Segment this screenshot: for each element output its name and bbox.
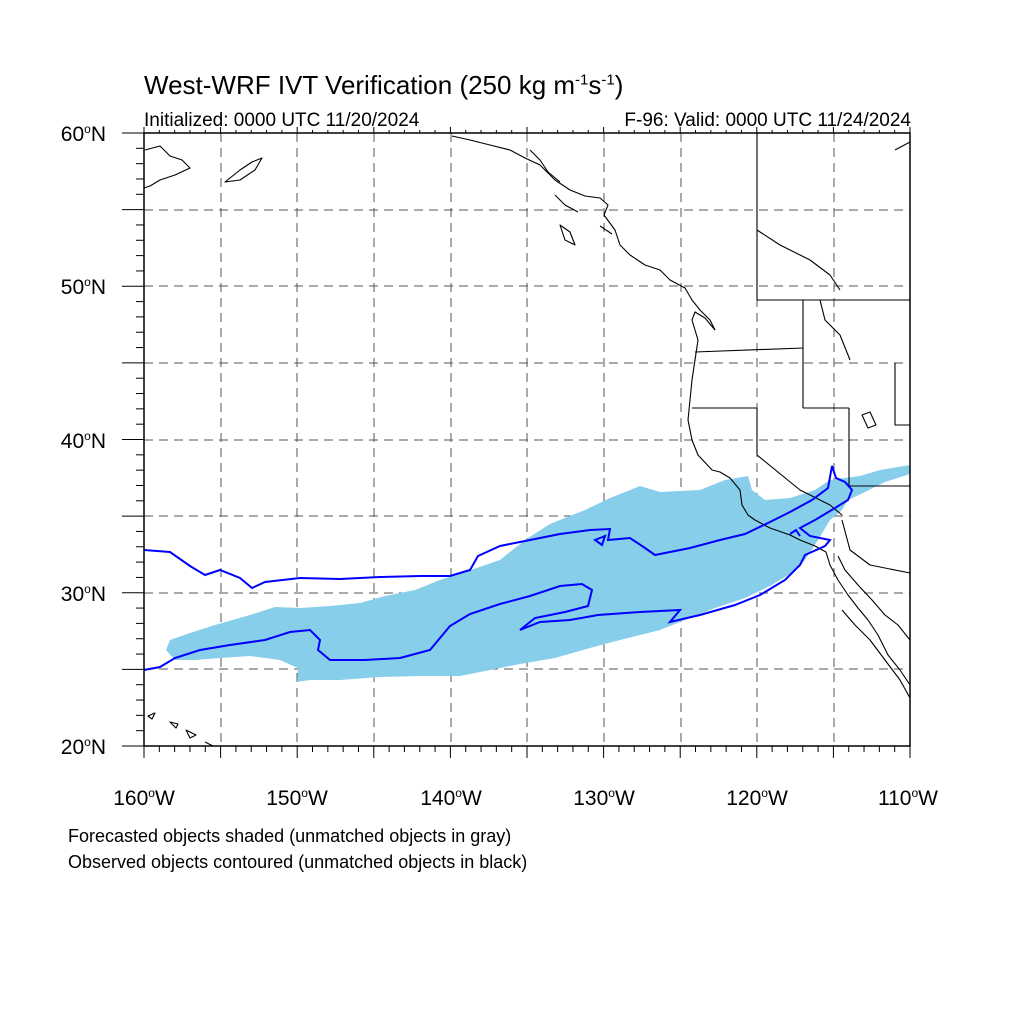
init-time-label: Initialized: 0000 UTC 11/20/2024: [144, 110, 420, 131]
lat-label-30: 30oN: [60, 582, 106, 606]
lon-label-120w: 120oW: [726, 786, 788, 810]
lon-label-140w: 140oW: [420, 786, 482, 810]
legend-note-forecast: Forecasted objects shaded (unmatched obj…: [68, 826, 512, 846]
valid-time-label: F-96: Valid: 0000 UTC 11/24/2024: [624, 110, 911, 131]
observed-object-contour: [143, 465, 854, 671]
lon-label-160w: 160oW: [113, 786, 175, 810]
lat-label-20: 20oN: [60, 735, 106, 759]
lat-label-50: 50oN: [60, 275, 106, 299]
lon-label-110w: 110oW: [878, 786, 938, 810]
lon-label-130w: 130oW: [573, 786, 635, 810]
observed-object-contour-inner: [592, 528, 801, 547]
lat-label-60: 60oN: [60, 122, 106, 146]
lat-label-40: 40oN: [60, 429, 106, 453]
axis-ticks: [122, 127, 911, 758]
legend-note-observed: Observed objects contoured (unmatched ob…: [68, 852, 528, 872]
lon-label-150w: 150oW: [266, 786, 328, 810]
coastlines-and-borders: [143, 133, 911, 747]
chart-title: West-WRF IVT Verification (250 kg m-1s-1…: [144, 70, 624, 100]
forecast-object-shaded: [166, 465, 910, 682]
